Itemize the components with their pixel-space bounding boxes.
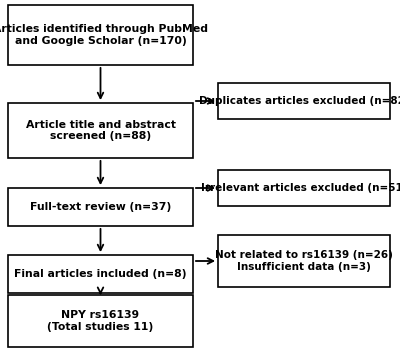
Text: NPY rs16139
(Total studies 11): NPY rs16139 (Total studies 11) bbox=[47, 310, 154, 332]
Text: Duplicates articles excluded (n=82): Duplicates articles excluded (n=82) bbox=[199, 96, 400, 106]
Bar bbox=[8, 188, 193, 226]
Text: Final articles included (n=8): Final articles included (n=8) bbox=[14, 269, 187, 279]
Bar bbox=[218, 235, 390, 287]
Text: Not related to rs16139 (n=26)
Insufficient data (n=3): Not related to rs16139 (n=26) Insufficie… bbox=[215, 250, 393, 272]
Text: Articles identified through PubMed
and Google Scholar (n=170): Articles identified through PubMed and G… bbox=[0, 24, 208, 46]
Bar bbox=[8, 255, 193, 293]
Text: Irrelevant articles excluded (n=51): Irrelevant articles excluded (n=51) bbox=[201, 183, 400, 193]
Bar bbox=[218, 83, 390, 119]
Text: Full-text review (n=37): Full-text review (n=37) bbox=[30, 202, 171, 212]
Bar bbox=[218, 170, 390, 206]
Bar bbox=[8, 103, 193, 158]
Text: Article title and abstract
screened (n=88): Article title and abstract screened (n=8… bbox=[26, 120, 176, 141]
Bar bbox=[8, 295, 193, 347]
Bar bbox=[8, 5, 193, 65]
